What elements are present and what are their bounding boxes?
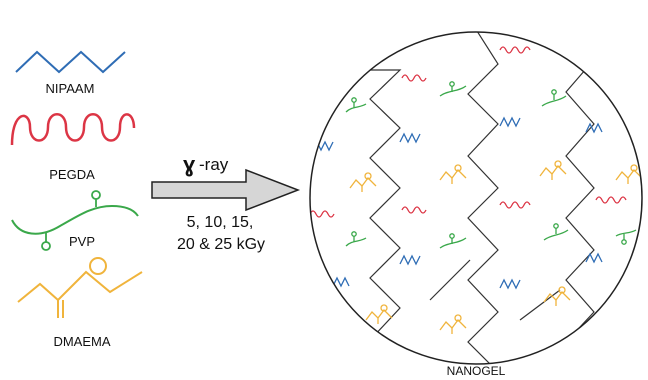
nipaam-zigzag-icon	[499, 278, 521, 290]
dmaema-structure-icon	[615, 164, 642, 184]
pegda-wave-icon	[310, 210, 335, 218]
process-arrow	[151, 168, 301, 212]
pegda-wave-icon	[401, 74, 427, 82]
nipaam-label: NIPAAM	[46, 81, 95, 96]
pvp-chain-icon	[543, 223, 569, 241]
pvp-chain-icon	[439, 233, 467, 249]
nipaam-zigzag-icon	[15, 50, 126, 74]
nipaam-zigzag-icon	[399, 132, 421, 144]
dmaema-structure-icon	[539, 160, 567, 180]
pegda-wave-icon	[593, 64, 625, 72]
pegda-wave-icon	[10, 113, 136, 146]
nipaam-zigzag-icon	[499, 116, 521, 128]
pegda-wave-icon	[499, 201, 531, 209]
dmaema-structure-icon	[349, 172, 377, 192]
nipaam-zigzag-icon	[312, 140, 334, 152]
ray-label: -ray	[199, 155, 229, 174]
pegda-wave-icon	[499, 46, 531, 54]
pvp-chain-icon	[345, 231, 367, 247]
nanogel-boundary	[309, 31, 643, 365]
dmaema-structure-icon	[17, 257, 143, 318]
nipaam-zigzag-icon	[399, 254, 421, 266]
pvp-chain-icon	[439, 81, 467, 97]
irradiation-step: ɣ -ray 5, 10, 15, 20 & 25 kGy	[151, 152, 301, 253]
backbone-chain	[561, 32, 595, 364]
dmaema-structure-icon	[543, 286, 571, 306]
nipaam-zigzag-icon	[585, 122, 603, 134]
dose-line-1: 5, 10, 15,	[187, 214, 254, 231]
backbone-chain	[519, 289, 561, 321]
nipaam-zigzag-icon	[332, 276, 350, 288]
dmaema-structure-icon	[365, 304, 393, 324]
nipaam-zigzag-icon	[585, 252, 603, 264]
legend-panel: NIPAAM PEGDA PVP DMAEMA	[10, 50, 143, 349]
dmaema-structure-icon	[439, 164, 467, 184]
pegda-label: PEGDA	[49, 167, 95, 182]
dmaema-label: DMAEMA	[53, 334, 110, 349]
pvp-chain-icon	[11, 190, 139, 251]
backbone-chain	[342, 69, 402, 364]
backbone-chain	[467, 32, 499, 364]
backbone-chain	[429, 259, 471, 301]
pvp-chain-icon	[541, 89, 567, 107]
nanogel-label: NANOGEL	[447, 364, 506, 378]
dose-line-2: 20 & 25 kGy	[177, 236, 265, 253]
pegda-wave-icon	[401, 206, 427, 214]
gamma-symbol: ɣ	[183, 152, 196, 177]
pegda-wave-icon	[595, 196, 627, 204]
dmaema-structure-icon	[439, 314, 467, 334]
nanogel-network	[310, 32, 642, 364]
pvp-label: PVP	[69, 234, 95, 249]
pvp-chain-icon	[345, 97, 367, 113]
pvp-chain-icon	[615, 229, 637, 245]
